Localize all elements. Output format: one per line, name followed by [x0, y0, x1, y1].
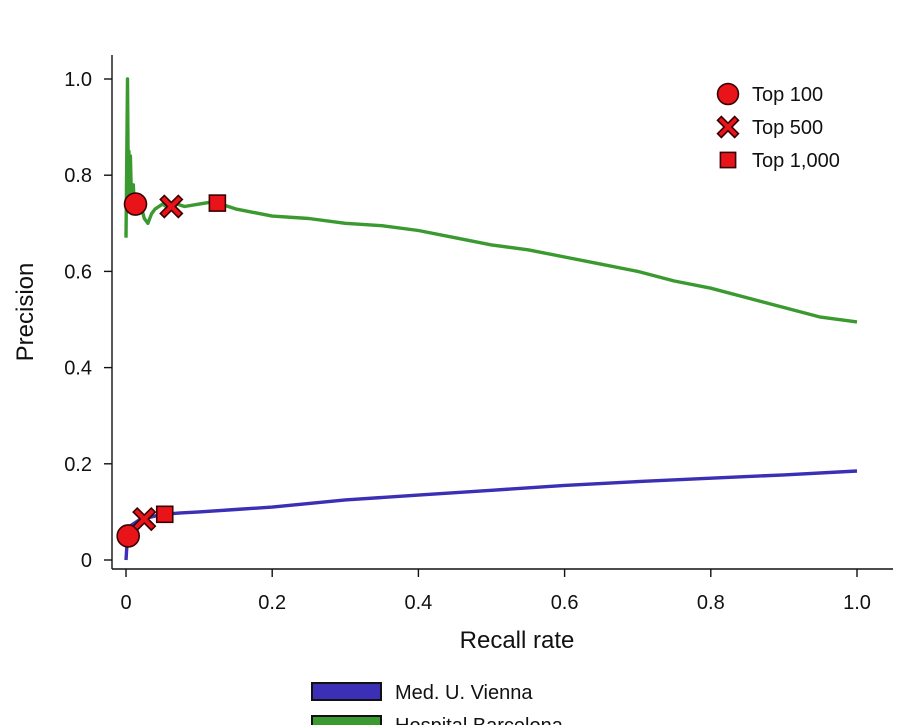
marker-legend-label: Top 500	[752, 117, 823, 139]
marker-cross-series-0	[132, 506, 157, 532]
y-axis-title: Precision	[12, 263, 39, 362]
marker-square-series-1	[208, 194, 227, 212]
y-tick-label: 1.0	[64, 69, 92, 91]
x-tick-label: 0.4	[404, 592, 432, 614]
y-tick-label: 0.6	[64, 261, 92, 283]
series-legend-label: Med. U. Vienna	[395, 682, 533, 704]
series-line-0	[124, 469, 858, 561]
x-tick-label: 0.6	[551, 592, 579, 614]
series-line-1	[124, 77, 858, 324]
x-axis-title: Recall rate	[460, 627, 575, 654]
marker-legend-label: Top 1,000	[752, 150, 840, 172]
series-legend-swatch	[311, 682, 382, 701]
y-tick-label: 0.4	[64, 358, 92, 380]
x-tick-label: 1.0	[843, 592, 871, 614]
top-k-markers	[116, 192, 227, 548]
y-tick-label: 0.8	[64, 165, 92, 187]
x-tick-label: 0.8	[697, 592, 725, 614]
marker-cross-series-1	[159, 194, 184, 219]
series-legend: Med. U. Vienna Hospital Barcelona	[311, 682, 564, 725]
y-tick-label: 0.2	[64, 454, 92, 476]
axes	[111, 55, 893, 570]
legend-square-marker	[719, 151, 737, 169]
series-legend-swatch	[311, 715, 382, 725]
x-tick-label: 0	[120, 592, 131, 614]
y-tick-label: 0	[81, 550, 92, 572]
legend-circle-marker	[716, 82, 740, 106]
series-legend-label: Hospital Barcelona	[395, 715, 564, 725]
marker-legend-label: Top 100	[752, 84, 823, 106]
legend-cross-marker	[716, 115, 740, 139]
x-tick-label: 0.2	[258, 592, 286, 614]
marker-square-series-0	[155, 505, 174, 524]
marker-legend: Top 100 Top 500 Top 1,000	[716, 82, 840, 172]
axis-ticks: 0 0.2 0.4 0.6 0.8 1.0 0 0.2 0.4 0.6 0.8 1.0	[64, 69, 871, 614]
marker-circle-series-1	[123, 192, 148, 216]
data-series	[124, 77, 858, 561]
marker-circle-series-0	[116, 524, 140, 548]
